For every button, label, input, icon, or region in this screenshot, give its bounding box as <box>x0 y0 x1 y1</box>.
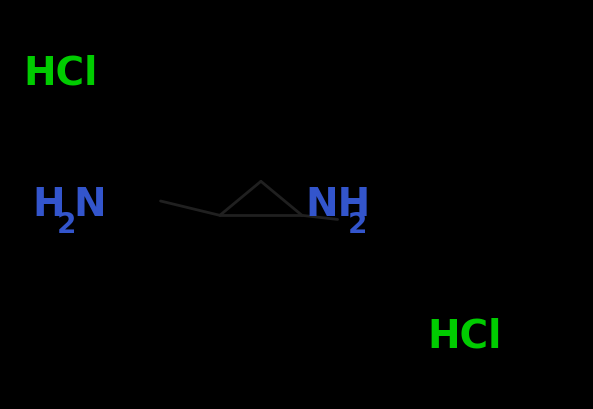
Text: H: H <box>33 186 65 223</box>
Text: 2: 2 <box>348 211 368 239</box>
Text: HCl: HCl <box>427 317 501 354</box>
Text: N: N <box>73 186 106 223</box>
Text: NH: NH <box>305 186 371 223</box>
Text: 2: 2 <box>56 211 76 239</box>
Text: HCl: HCl <box>24 55 98 92</box>
